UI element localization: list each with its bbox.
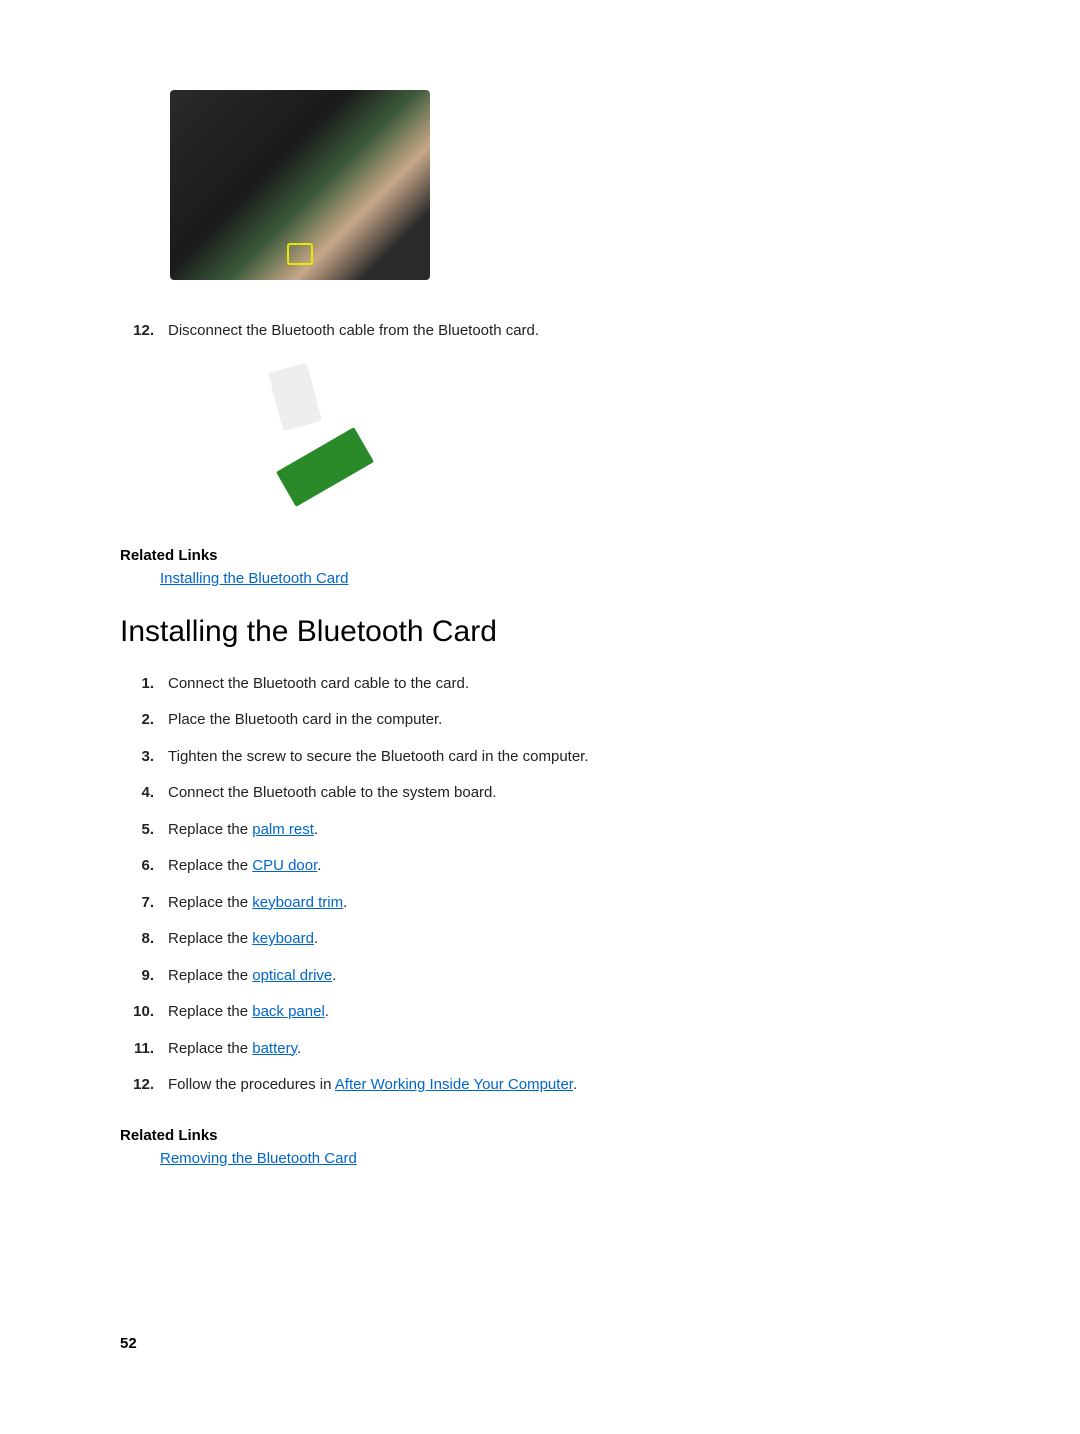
step-item: 5.Replace the palm rest. [120,819,960,842]
page-number: 52 [120,1335,137,1352]
section-heading: Installing the Bluetooth Card [120,615,960,649]
step-prefix: Replace the [168,967,252,984]
step-suffix: . [314,821,318,838]
step-text: Replace the battery. [168,1038,960,1061]
step-suffix: . [332,967,336,984]
step-link[interactable]: optical drive [252,967,332,984]
step-text: Replace the optical drive. [168,965,960,988]
step-number: 7. [120,892,168,915]
step-item: 12. Disconnect the Bluetooth cable from … [120,320,960,343]
step-suffix: . [343,894,347,911]
figure-bluetooth-card [250,357,370,507]
step-link[interactable]: keyboard trim [252,894,343,911]
step-link[interactable]: CPU door [252,857,317,874]
step-link[interactable]: battery [252,1040,297,1057]
install-steps-list: 1.Connect the Bluetooth card cable to th… [120,673,960,1097]
step-number: 11. [120,1038,168,1061]
step-number: 1. [120,673,168,696]
step-item: 6.Replace the CPU door. [120,855,960,878]
step-item: 2.Place the Bluetooth card in the comput… [120,709,960,732]
step-item: 9.Replace the optical drive. [120,965,960,988]
step-number: 6. [120,855,168,878]
figure-board [276,427,374,507]
step-prefix: Replace the [168,894,252,911]
step-item: 8.Replace the keyboard. [120,928,960,951]
step-number: 5. [120,819,168,842]
step-item: 4.Connect the Bluetooth cable to the sys… [120,782,960,805]
step-link[interactable]: back panel [252,1003,325,1020]
step-item: 7.Replace the keyboard trim. [120,892,960,915]
related-link-container-2: Removing the Bluetooth Card [160,1150,960,1167]
step-item: 3.Tighten the screw to secure the Blueto… [120,746,960,769]
step-text: Tighten the screw to secure the Bluetoot… [168,746,960,769]
step-suffix: . [297,1040,301,1057]
step-item: 10.Replace the back panel. [120,1001,960,1024]
step-text: Connect the Bluetooth cable to the syste… [168,782,960,805]
step-suffix: . [573,1076,577,1093]
related-link-container: Installing the Bluetooth Card [160,570,960,587]
step-number: 8. [120,928,168,951]
step-item: 12.Follow the procedures in After Workin… [120,1074,960,1097]
step-prefix: Replace the [168,1040,252,1057]
step-text: Replace the palm rest. [168,819,960,842]
step-item: 11.Replace the battery. [120,1038,960,1061]
step-text: Follow the procedures in After Working I… [168,1074,960,1097]
link-removing-bluetooth[interactable]: Removing the Bluetooth Card [160,1150,357,1167]
step-prefix: Replace the [168,930,252,947]
step-suffix: . [325,1003,329,1020]
step-number: 3. [120,746,168,769]
figure-cable [268,362,322,430]
step-link[interactable]: keyboard [252,930,314,947]
step-link[interactable]: After Working Inside Your Computer [335,1076,573,1093]
step-text: Replace the CPU door. [168,855,960,878]
step-prefix: Replace the [168,857,252,874]
related-links-heading: Related Links [120,547,960,564]
step-number: 9. [120,965,168,988]
step-prefix: Replace the [168,821,252,838]
step-prefix: Replace the [168,1003,252,1020]
figure-laptop-internal [170,90,430,280]
step-text: Replace the back panel. [168,1001,960,1024]
link-installing-bluetooth[interactable]: Installing the Bluetooth Card [160,570,348,587]
step-text: Disconnect the Bluetooth cable from the … [168,320,960,343]
step-suffix: . [314,930,318,947]
step-text: Place the Bluetooth card in the computer… [168,709,960,732]
step-suffix: . [317,857,321,874]
step-number: 10. [120,1001,168,1024]
top-step-list: 12. Disconnect the Bluetooth cable from … [120,320,960,343]
step-text: Replace the keyboard. [168,928,960,951]
related-links-heading-2: Related Links [120,1127,960,1144]
step-number: 2. [120,709,168,732]
step-item: 1.Connect the Bluetooth card cable to th… [120,673,960,696]
step-number: 12. [120,320,168,343]
step-number: 4. [120,782,168,805]
step-text: Connect the Bluetooth card cable to the … [168,673,960,696]
step-number: 12. [120,1074,168,1097]
step-prefix: Follow the procedures in [168,1076,335,1093]
page-content: 12. Disconnect the Bluetooth cable from … [0,0,1080,1207]
step-text: Replace the keyboard trim. [168,892,960,915]
step-link[interactable]: palm rest [252,821,314,838]
